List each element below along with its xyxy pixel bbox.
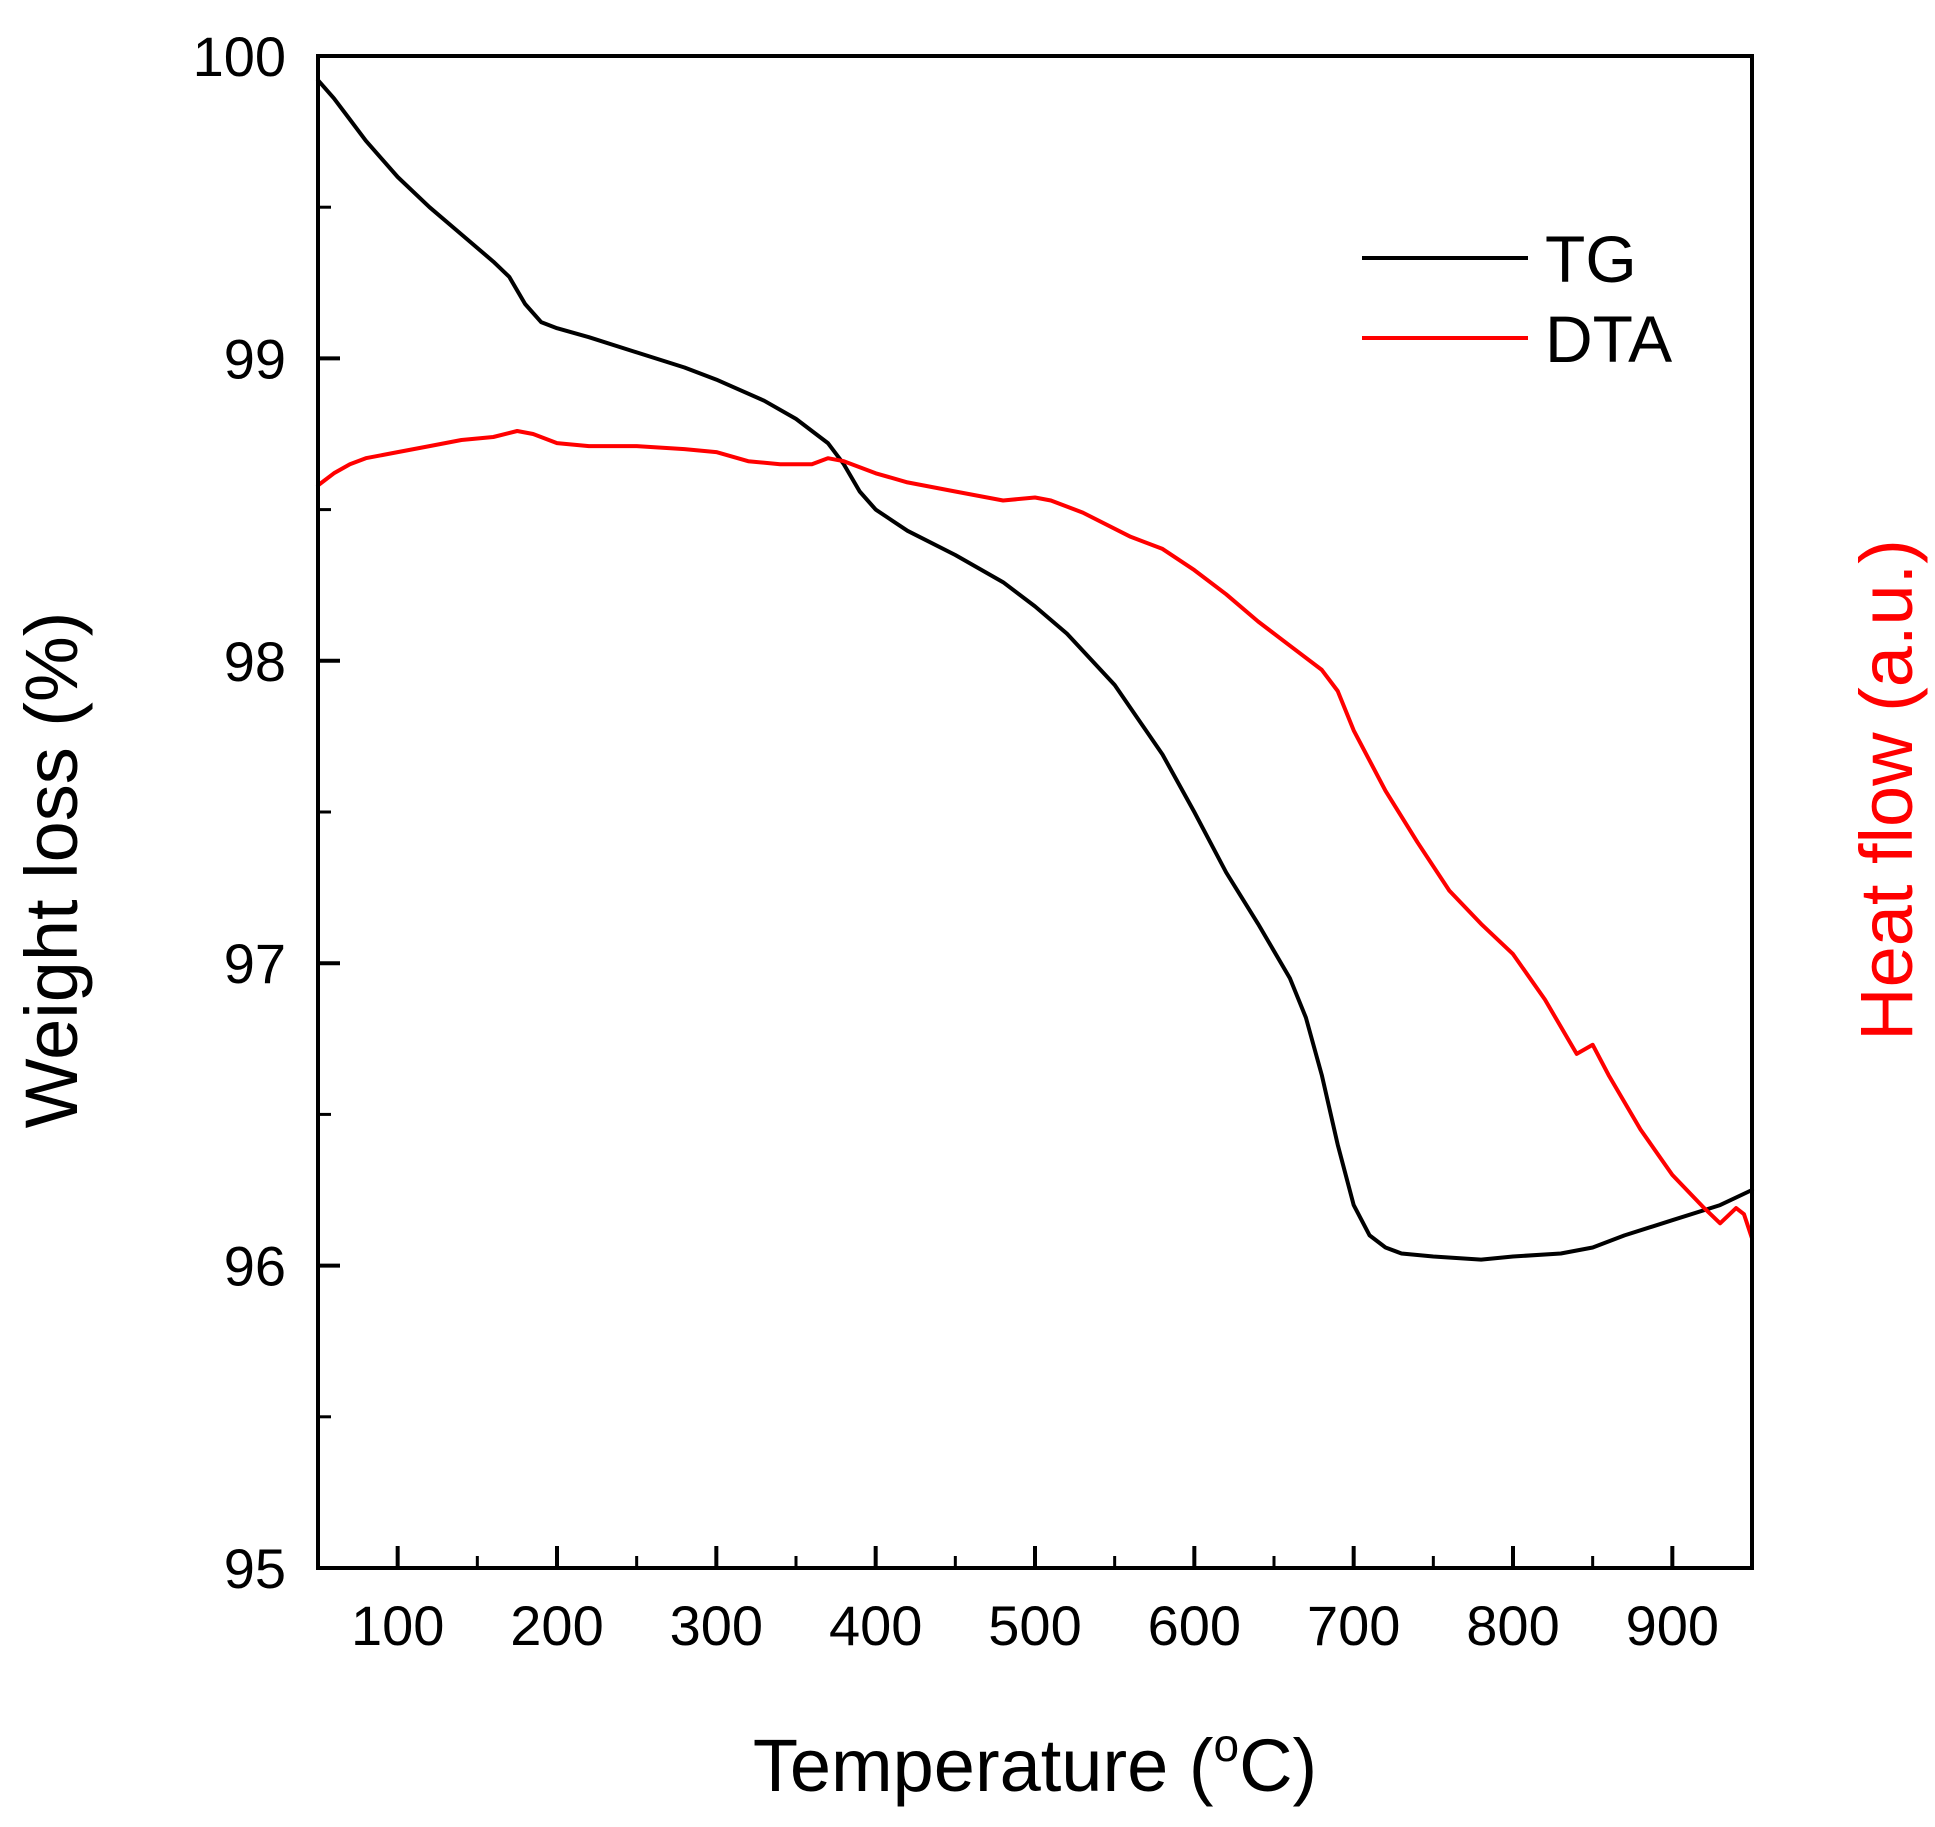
x-axis-title-main: Temperature ( [753, 1724, 1214, 1807]
legend-label-tg: TG [1545, 222, 1637, 296]
legend-label-dta: DTA [1545, 302, 1672, 376]
x-axis-title-degree-sup: o [1213, 1719, 1239, 1771]
y-tick-label-99: 99 [224, 327, 286, 390]
x-tick-label-400: 400 [829, 1594, 922, 1657]
series-layer [316, 78, 1754, 1262]
y-axis-title: Weight loss (%) [10, 612, 93, 1129]
x-tick-label-800: 800 [1466, 1594, 1559, 1657]
x-tick-label-200: 200 [510, 1594, 603, 1657]
x-tick-label-500: 500 [988, 1594, 1081, 1657]
x-tick-label-600: 600 [1148, 1594, 1241, 1657]
y-tick-label-96: 96 [224, 1235, 286, 1298]
series-line-tg [316, 78, 1754, 1262]
series-line-dta [316, 429, 1754, 1241]
x-tick-label-700: 700 [1307, 1594, 1400, 1657]
x-axis-title: Temperature (oC) [753, 1719, 1317, 1807]
x-tick-label-900: 900 [1626, 1594, 1719, 1657]
y-tick-label-100: 100 [193, 25, 286, 88]
x-axis-title-end: C) [1239, 1724, 1317, 1807]
tick-labels: 100 200 300 400 500 600 700 800 900 95 96 97 98 99 100 [193, 25, 1719, 1657]
plot-frame [316, 54, 1754, 1570]
y-tick-label-95: 95 [224, 1537, 286, 1600]
y-tick-label-98: 98 [224, 630, 286, 693]
y-axis-title-right: Heat flow (a.u.) [1845, 539, 1928, 1041]
y-tick-label-97: 97 [224, 932, 286, 995]
legend: TG DTA [1362, 222, 1672, 376]
x-tick-label-100: 100 [351, 1594, 444, 1657]
x-tick-label-300: 300 [670, 1594, 763, 1657]
